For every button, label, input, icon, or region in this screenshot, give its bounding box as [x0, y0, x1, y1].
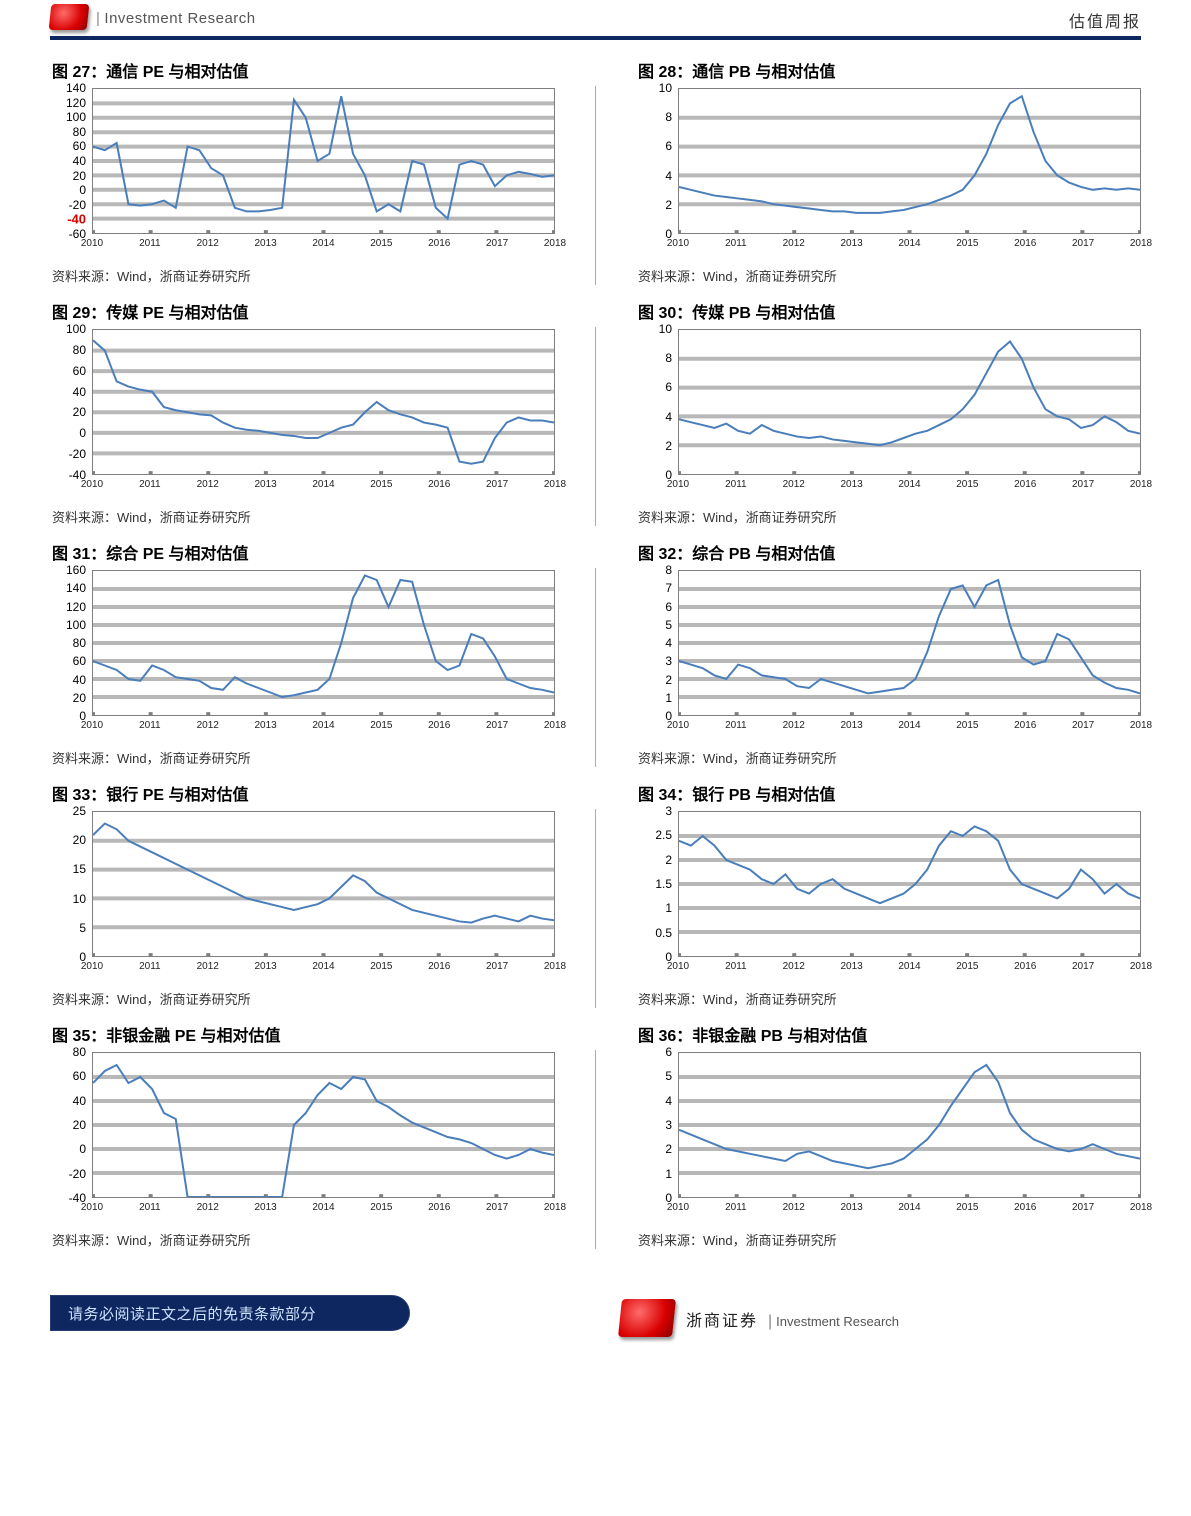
chart-title: 图 32：综合 PB 与相对估值 [638, 540, 1141, 564]
chart-row: 图 29：传媒 PE 与相对估值100806040200-20-40201020… [50, 299, 1141, 526]
footer-brand-text: 浙商证券|Investment Research [686, 1307, 899, 1331]
x-axis-labels: 201020112012201320142015201620172018 [678, 1200, 1141, 1220]
header-left: |Investment Research [50, 4, 256, 32]
plot-area [92, 1052, 555, 1198]
brand-logo-icon [50, 4, 90, 32]
chart-source: 资料来源：Wind，浙商证券研究所 [638, 507, 1141, 526]
column-separator [595, 327, 596, 526]
page-footer: 请务必阅读正文之后的免责条款部分 浙商证券|Investment Researc… [50, 1279, 1141, 1339]
chart-c33: 图 33：银行 PE 与相对估值 252015105020102011201220… [50, 781, 555, 1008]
header-left-text: |Investment Research [96, 10, 256, 27]
chart-row: 图 31：综合 PE 与相对估值160140120100806040200201… [50, 540, 1141, 767]
x-axis-labels: 201020112012201320142015201620172018 [678, 959, 1141, 979]
chart-c30: 图 30：传媒 PB 与相对估值 108642020102011201220132… [636, 299, 1141, 526]
chart-row: 图 33：银行 PE 与相对估值252015105020102011201220… [50, 781, 1141, 1008]
chart-box: 32.521.510.50201020112012201320142015201… [636, 811, 1141, 979]
x-axis-labels: 201020112012201320142015201620172018 [678, 236, 1141, 256]
disclaimer-ribbon: 请务必阅读正文之后的免责条款部分 [50, 1295, 410, 1331]
chart-title: 图 35：非银金融 PE 与相对估值 [52, 1022, 555, 1046]
plot-area [92, 811, 555, 957]
chart-source: 资料来源：Wind，浙商证券研究所 [52, 748, 555, 767]
header-rule-thin [50, 39, 1141, 40]
column-separator [595, 1050, 596, 1249]
plot-area [678, 811, 1141, 957]
chart-source: 资料来源：Wind，浙商证券研究所 [52, 507, 555, 526]
column-separator [595, 568, 596, 767]
chart-source: 资料来源：Wind，浙商证券研究所 [52, 266, 555, 285]
chart-box: 806040200-20-402010201120122013201420152… [50, 1052, 555, 1220]
header-right-text: 估值周报 [1069, 8, 1141, 32]
chart-box: 2520151050201020112012201320142015201620… [50, 811, 555, 979]
chart-box: 100806040200-20-402010201120122013201420… [50, 329, 555, 497]
chart-c31: 图 31：综合 PE 与相对估值 160140120100806040200201… [50, 540, 555, 767]
chart-box: 140120100806040200-20-40-602010201120122… [50, 88, 555, 256]
plot-area [678, 1052, 1141, 1198]
y-axis-labels: 100806040200-20-40 [50, 329, 90, 475]
brand-logo-icon [620, 1299, 676, 1339]
x-axis-labels: 201020112012201320142015201620172018 [92, 718, 555, 738]
x-axis-labels: 201020112012201320142015201620172018 [92, 1200, 555, 1220]
chart-title: 图 30：传媒 PB 与相对估值 [638, 299, 1141, 323]
chart-source: 资料来源：Wind，浙商证券研究所 [638, 989, 1141, 1008]
y-axis-labels: 876543210 [636, 570, 676, 716]
chart-box: 8765432102010201120122013201420152016201… [636, 570, 1141, 738]
x-axis-labels: 201020112012201320142015201620172018 [92, 959, 555, 979]
chart-title: 图 31：综合 PE 与相对估值 [52, 540, 555, 564]
chart-box: 1601401201008060402002010201120122013201… [50, 570, 555, 738]
chart-c36: 图 36：非银金融 PB 与相对估值 6543210201020112012201… [636, 1022, 1141, 1249]
y-axis-labels: 1086420 [636, 329, 676, 475]
chart-title: 图 29：传媒 PE 与相对估值 [52, 299, 555, 323]
chart-box: 1086420201020112012201320142015201620172… [636, 329, 1141, 497]
chart-row: 图 27：通信 PE 与相对估值 140120100806040200-20-40… [50, 58, 1141, 285]
chart-c28: 图 28：通信 PB 与相对估值 108642020102011201220132… [636, 58, 1141, 285]
chart-box: 1086420201020112012201320142015201620172… [636, 88, 1141, 256]
y-axis-labels: 2520151050 [50, 811, 90, 957]
plot-area [678, 329, 1141, 475]
chart-c27: 图 27：通信 PE 与相对估值 140120100806040200-20-40… [50, 58, 555, 285]
chart-c35: 图 35：非银金融 PE 与相对估值 806040200-20-402010201… [50, 1022, 555, 1249]
chart-c34: 图 34：银行 PB 与相对估值 32.521.510.5020102011201… [636, 781, 1141, 1008]
plot-area [92, 329, 555, 475]
chart-title: 图 28：通信 PB 与相对估值 [638, 58, 1141, 82]
y-axis-labels: 140120100806040200-20-40-60 [50, 88, 90, 234]
plot-area [92, 88, 555, 234]
chart-source: 资料来源：Wind，浙商证券研究所 [638, 748, 1141, 767]
plot-area [678, 88, 1141, 234]
plot-area [92, 570, 555, 716]
chart-source: 资料来源：Wind，浙商证券研究所 [638, 1230, 1141, 1249]
chart-source: 资料来源：Wind，浙商证券研究所 [52, 989, 555, 1008]
charts-grid: 图 27：通信 PE 与相对估值 140120100806040200-20-40… [50, 58, 1141, 1249]
chart-title: 图 34：银行 PB 与相对估值 [638, 781, 1141, 805]
y-axis-labels: 32.521.510.50 [636, 811, 676, 957]
y-axis-labels: 160140120100806040200 [50, 570, 90, 716]
chart-title: 图 36：非银金融 PB 与相对估值 [638, 1022, 1141, 1046]
chart-c29: 图 29：传媒 PE 与相对估值 100806040200-20-40201020… [50, 299, 555, 526]
chart-title: 图 33：银行 PE 与相对估值 [52, 781, 555, 805]
column-separator [595, 86, 596, 285]
y-axis-labels: 1086420 [636, 88, 676, 234]
chart-c32: 图 32：综合 PB 与相对估值 876543210201020112012201… [636, 540, 1141, 767]
page-header: |Investment Research 估值周报 [50, 0, 1141, 34]
x-axis-labels: 201020112012201320142015201620172018 [92, 236, 555, 256]
x-axis-labels: 201020112012201320142015201620172018 [678, 718, 1141, 738]
chart-source: 资料来源：Wind，浙商证券研究所 [638, 266, 1141, 285]
chart-source: 资料来源：Wind，浙商证券研究所 [52, 1230, 555, 1249]
y-axis-labels: 6543210 [636, 1052, 676, 1198]
plot-area [678, 570, 1141, 716]
x-axis-labels: 201020112012201320142015201620172018 [92, 477, 555, 497]
chart-title: 图 27：通信 PE 与相对估值 [52, 58, 555, 82]
chart-row: 图 35：非银金融 PE 与相对估值806040200-20-402010201… [50, 1022, 1141, 1249]
column-separator [595, 809, 596, 1008]
x-axis-labels: 201020112012201320142015201620172018 [678, 477, 1141, 497]
chart-box: 6543210201020112012201320142015201620172… [636, 1052, 1141, 1220]
y-axis-labels: 806040200-20-40 [50, 1052, 90, 1198]
footer-brand: 浙商证券|Investment Research [620, 1299, 899, 1339]
